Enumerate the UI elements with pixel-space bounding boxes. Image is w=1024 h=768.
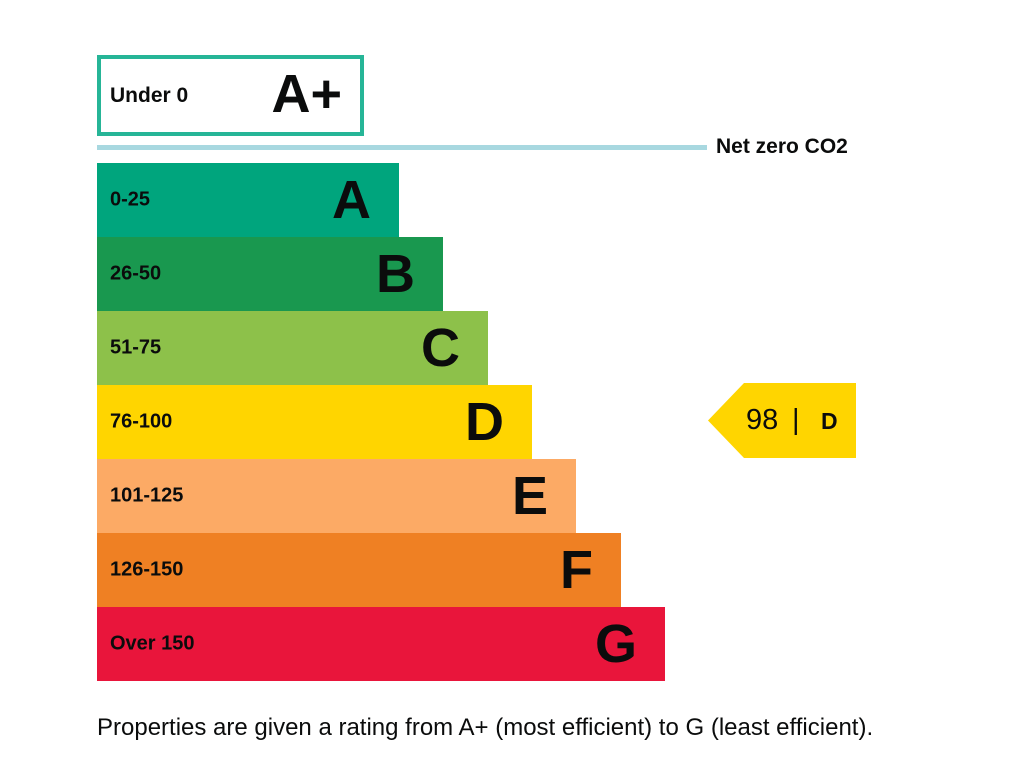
rating-arrow-shape bbox=[708, 383, 856, 458]
band-range-label: 101-125 bbox=[110, 484, 184, 507]
current-rating-score: 98 bbox=[746, 404, 779, 436]
band-range-label: 76-100 bbox=[110, 410, 173, 433]
band-d: 76-100 D bbox=[97, 385, 532, 459]
chart-caption: Properties are given a rating from A+ (m… bbox=[97, 714, 874, 741]
band-letter: G bbox=[594, 614, 637, 674]
band-letter: B bbox=[376, 244, 415, 304]
band-range-label: 126-150 bbox=[110, 558, 184, 581]
aplus-letter: A+ bbox=[271, 64, 342, 124]
band-letter: F bbox=[560, 540, 593, 600]
current-rating-marker: 98 | D bbox=[708, 383, 856, 458]
band-range-label: Over 150 bbox=[110, 632, 195, 655]
band-e: 101-125 E bbox=[97, 459, 576, 533]
net-zero-line bbox=[97, 145, 707, 150]
band-f: 126-150 F bbox=[97, 533, 621, 607]
current-rating-letter: D bbox=[821, 408, 838, 434]
band-a: 0-25 A bbox=[97, 163, 399, 237]
band-b: 26-50 B bbox=[97, 237, 443, 311]
band-letter: D bbox=[465, 392, 504, 452]
band-range-label: 51-75 bbox=[110, 336, 162, 359]
band-letter: C bbox=[421, 318, 460, 378]
band-range-label: 26-50 bbox=[110, 262, 162, 285]
band-letter: E bbox=[511, 466, 548, 526]
aplus-range-label: Under 0 bbox=[110, 84, 189, 107]
current-rating-separator: | bbox=[792, 404, 800, 436]
band-g: Over 150 G bbox=[97, 607, 665, 681]
band-c: 51-75 C bbox=[97, 311, 488, 385]
aplus-band: Under 0 A+ bbox=[97, 55, 364, 136]
net-zero-label: Net zero CO2 bbox=[716, 135, 848, 158]
band-letter: A bbox=[332, 170, 371, 230]
band-range-label: 0-25 bbox=[110, 188, 151, 211]
